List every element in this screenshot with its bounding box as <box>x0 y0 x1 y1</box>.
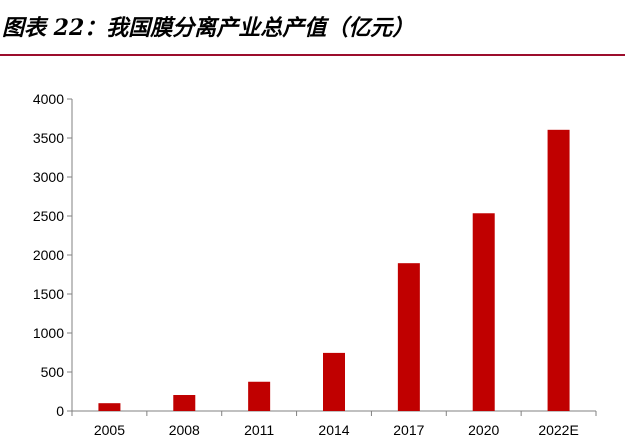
y-tick-label: 4000 <box>33 91 64 107</box>
bar-2008 <box>173 395 196 411</box>
bar-2020 <box>472 213 495 411</box>
y-tick-label: 0 <box>56 403 64 419</box>
x-tick-label: 2014 <box>318 422 349 438</box>
y-tick-label: 500 <box>41 364 65 380</box>
bar-2011 <box>248 381 271 411</box>
bar-2005 <box>98 403 121 411</box>
bar-2014 <box>323 352 345 411</box>
y-tick-label: 2000 <box>33 247 64 263</box>
x-tick-label: 2005 <box>94 422 125 438</box>
y-tick-label: 2500 <box>33 208 64 224</box>
chart-title: 图表 22：我国膜分离产业总产值（亿元） <box>2 15 415 41</box>
y-tick-label: 1000 <box>33 325 64 341</box>
y-tick-label: 1500 <box>33 286 64 302</box>
x-tick-label: 2022E <box>538 422 578 438</box>
x-tick-label: 2017 <box>393 422 424 438</box>
y-tick-label: 3500 <box>33 130 64 146</box>
y-tick-label: 3000 <box>33 169 64 185</box>
title-divider <box>0 54 625 56</box>
x-tick-label: 2011 <box>244 422 274 438</box>
x-tick-label: 2020 <box>468 422 499 438</box>
header: 图表 22：我国膜分离产业总产值（亿元） <box>0 0 625 58</box>
bar-2022E <box>547 129 570 411</box>
bar-2017 <box>397 263 420 411</box>
x-tick-label: 2008 <box>169 422 200 438</box>
